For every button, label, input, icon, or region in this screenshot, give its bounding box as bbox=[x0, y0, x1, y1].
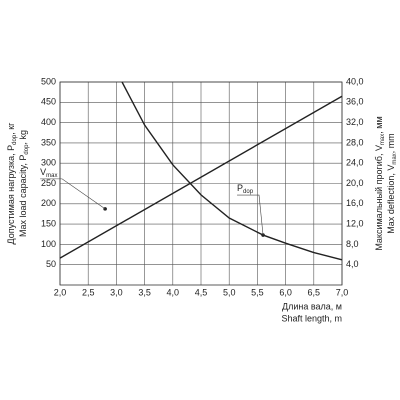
y2-axis-label-part: , мм bbox=[374, 116, 384, 133]
y2-tick-label: 36,0 bbox=[346, 97, 364, 107]
x-tick-label: 4,5 bbox=[195, 287, 208, 297]
series-line bbox=[59, 95, 343, 259]
x-tick-label: 4,0 bbox=[167, 287, 180, 297]
y2-axis-label-part: Max deflection, V bbox=[386, 165, 396, 234]
y2-axis-label-part: Максимальный прогиб, V bbox=[374, 145, 384, 251]
legend-label: Vmax bbox=[40, 167, 57, 178]
x-tick-label: 5,5 bbox=[251, 287, 264, 297]
y2-tick-label: 12,0 bbox=[346, 218, 364, 228]
x-tick-label: 3,5 bbox=[138, 287, 151, 297]
x-tick-label: 3,0 bbox=[110, 287, 123, 297]
plot-frame bbox=[59, 81, 343, 286]
y2-tick-label: 40,0 bbox=[346, 76, 364, 86]
y2-axis-label: Max deflection, Vmax, mm bbox=[386, 133, 397, 233]
x-tick-label: 5,0 bbox=[223, 287, 236, 297]
y-tick-label: 300 bbox=[41, 158, 56, 168]
series-line bbox=[121, 81, 343, 261]
y2-axis-label-part: max bbox=[380, 134, 386, 145]
y-axis-label: Допустимая нагрузка, Pdop, кг bbox=[6, 122, 17, 245]
leader-line bbox=[40, 178, 106, 210]
annotation-dot bbox=[261, 233, 265, 237]
y2-tick-label: 20,0 bbox=[346, 178, 364, 188]
y2-axis-label-part: , mm bbox=[386, 133, 396, 153]
y-tick-label: 50 bbox=[46, 259, 56, 269]
y-tick-label: 400 bbox=[41, 117, 56, 127]
legend-label-part: dop bbox=[243, 189, 254, 195]
y-tick-label: 150 bbox=[41, 218, 56, 228]
y-axis-label: Max load capacity, Pdop, kg bbox=[18, 130, 29, 237]
x-tick-label: 6,0 bbox=[279, 287, 292, 297]
y-tick-label: 100 bbox=[41, 239, 56, 249]
legend-label-part: P bbox=[237, 183, 243, 193]
y-tick-label: 250 bbox=[41, 178, 56, 188]
y-axis-label-part: Max load capacity, P bbox=[18, 155, 28, 237]
y2-tick-label: 8,0 bbox=[346, 239, 359, 249]
x-axis-label: Длина вала, м bbox=[282, 301, 342, 311]
legend-label-part: max bbox=[46, 172, 57, 178]
y-axis-label-part: , kg bbox=[18, 130, 28, 145]
y-tick-label: 200 bbox=[41, 198, 56, 208]
y2-axis-label-part: max bbox=[392, 153, 398, 164]
x-tick-label: 6,5 bbox=[308, 287, 321, 297]
x-tick-label: 2,5 bbox=[82, 287, 95, 297]
y-axis-label-part: Допустимая нагрузка, P bbox=[6, 145, 16, 245]
y2-tick-label: 16,0 bbox=[346, 198, 364, 208]
x-tick-label: 2,0 bbox=[54, 287, 67, 297]
legend-label-part: V bbox=[40, 167, 46, 177]
y-tick-label: 450 bbox=[41, 97, 56, 107]
y2-tick-label: 24,0 bbox=[346, 158, 364, 168]
y-tick-label: 500 bbox=[41, 76, 56, 86]
y2-tick-label: 32,0 bbox=[346, 117, 364, 127]
legend-label: Pdop bbox=[237, 183, 254, 194]
y2-axis-label: Максимальный прогиб, Vmax, мм bbox=[374, 116, 385, 250]
y-axis-label-part: dop bbox=[24, 144, 30, 155]
y2-tick-label: 28,0 bbox=[346, 137, 364, 147]
x-axis-label: Shaft length, m bbox=[281, 313, 342, 323]
x-tick-label: 7,0 bbox=[336, 287, 349, 297]
y-axis-label-part: , кг bbox=[6, 122, 16, 135]
y-axis-label-part: dop bbox=[12, 134, 18, 145]
y2-tick-label: 4,0 bbox=[346, 259, 359, 269]
leader-line bbox=[237, 194, 264, 236]
y-tick-label: 350 bbox=[41, 137, 56, 147]
